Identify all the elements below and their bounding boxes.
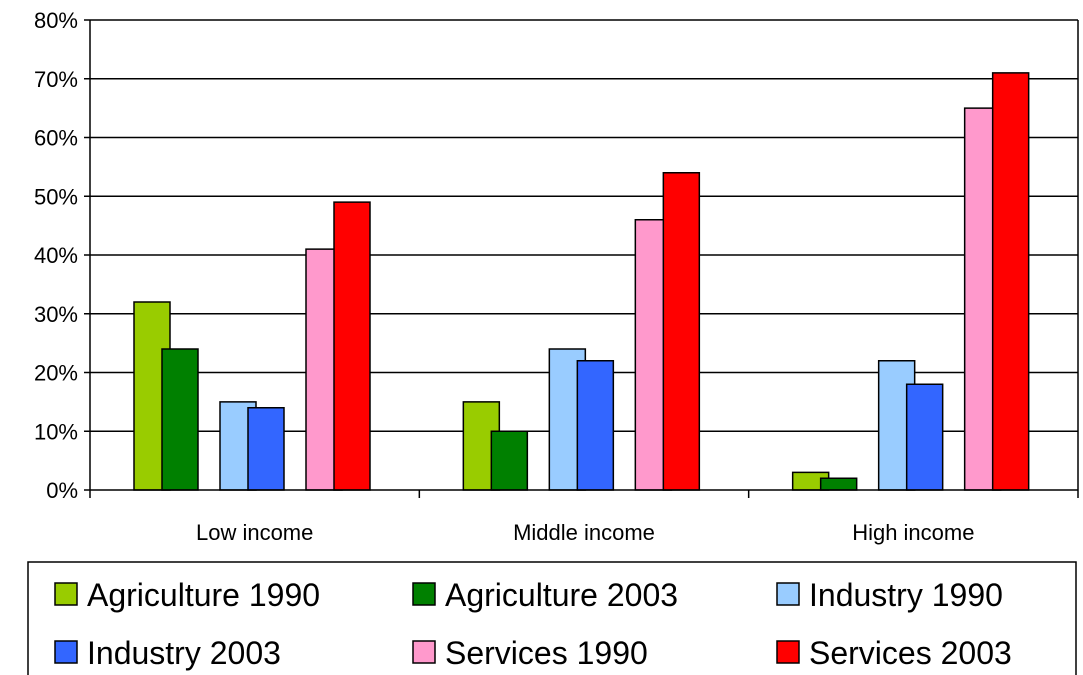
bar <box>333 201 371 491</box>
x-category-labels: Low income Middle income High income <box>196 520 975 545</box>
y-tick-label: 50% <box>34 184 78 209</box>
x-category-label: High income <box>852 520 974 545</box>
legend-box <box>27 561 1077 675</box>
y-tick-labels: 0% 10% 20% 30% 40% 50% 60% 70% 80% <box>34 8 78 503</box>
legend-label: Agriculture 2003 <box>445 577 678 613</box>
legend-label: Services 1990 <box>445 635 648 671</box>
legend-swatch <box>412 640 436 664</box>
y-tick-label: 20% <box>34 361 78 386</box>
legend-label: Industry 2003 <box>87 635 281 671</box>
axes <box>84 19 1079 498</box>
x-category-label: Low income <box>196 520 313 545</box>
legend-swatch <box>776 640 800 664</box>
y-tick-label: 0% <box>46 478 78 503</box>
y-tick-label: 60% <box>34 126 78 151</box>
y-tick-label: 40% <box>34 243 78 268</box>
bar <box>576 360 615 491</box>
bar <box>161 348 199 491</box>
legend-swatch <box>412 582 436 606</box>
y-tick-label: 80% <box>34 8 78 33</box>
legend-swatch <box>54 640 78 664</box>
legend-swatch <box>54 582 78 606</box>
bar <box>662 172 701 491</box>
bar <box>490 430 529 491</box>
legend-label: Agriculture 1990 <box>87 577 320 613</box>
x-category-label: Middle income <box>513 520 655 545</box>
bar <box>991 72 1030 491</box>
y-tick-label: 70% <box>34 67 78 92</box>
legend-swatch <box>776 582 800 606</box>
y-tick-label: 10% <box>34 419 78 444</box>
y-tick-label: 30% <box>34 302 78 327</box>
bars <box>133 72 1030 491</box>
legend-label: Industry 1990 <box>809 577 1003 613</box>
gridlines <box>90 19 1078 432</box>
legend-label: Services 2003 <box>809 635 1012 671</box>
bar <box>819 477 858 491</box>
legend: Agriculture 1990 Agriculture 2003 Industry… <box>27 561 1077 675</box>
bar <box>905 383 944 491</box>
bar <box>247 407 285 491</box>
